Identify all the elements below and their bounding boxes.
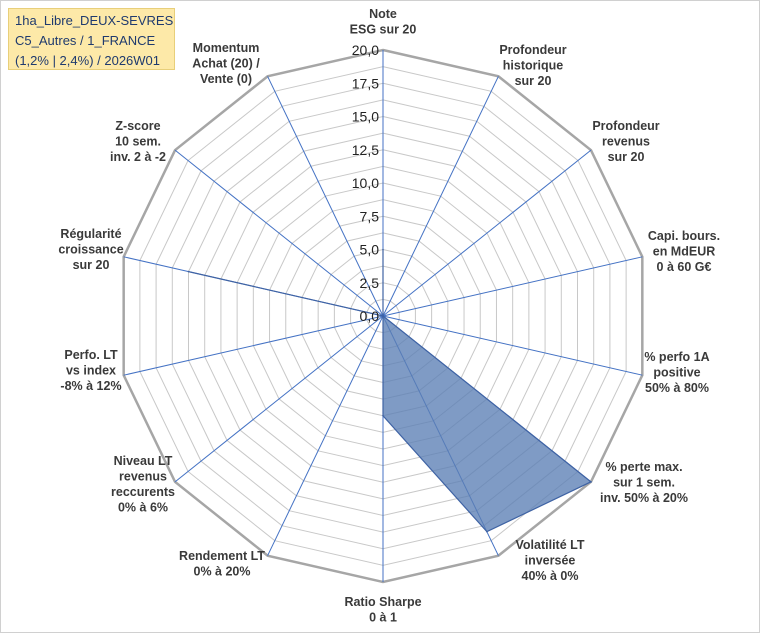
title-line-2: C5_Autres / 1_FRANCE — [15, 33, 156, 48]
axis-label-line: revenus — [119, 470, 167, 484]
axis-label-line: Vente (0) — [200, 72, 252, 86]
axis-label-line: Z-score — [115, 119, 160, 133]
tick-label: 17,5 — [352, 75, 379, 91]
axis-label-line: -8% à 12% — [60, 379, 121, 393]
axis-label-line: Régularité — [60, 227, 121, 241]
axis-label-line: inv. 2 à -2 — [110, 150, 166, 164]
tick-label: 15,0 — [352, 109, 379, 125]
axis-label: Régularité croissance sur 20 — [58, 227, 123, 272]
axis-label-line: Ratio Sharpe — [344, 595, 421, 609]
axis-label-line: 50% à 80% — [645, 381, 709, 395]
axis-label-line: Momentum — [193, 41, 260, 55]
axis-label-line: inversée — [525, 554, 576, 568]
axis-label-line: revenus — [602, 135, 650, 149]
axis-label: Momentum Achat (20) / Vente (0) — [192, 41, 260, 86]
axis-spoke — [174, 315, 384, 483]
axis-spoke — [123, 315, 384, 376]
title-line-3: (1,2% | 2,4%) / 2026W01 — [15, 53, 161, 68]
chart-title-box: 1ha_Libre_DEUX-SEVRES C5_Autres / 1_FRAN… — [8, 8, 175, 70]
axis-label-line: Achat (20) / — [192, 57, 260, 71]
axis-label-line: Capi. bours. — [648, 229, 720, 243]
series-point — [382, 414, 384, 417]
axis-label-line: sur 20 — [73, 258, 110, 272]
axis-label: Perfo. LT vs index -8% à 12% — [60, 348, 121, 393]
axis-label-line: 0 à 60 G€ — [657, 260, 712, 274]
axis-label-line: historique — [503, 59, 563, 73]
axis-label-line: reccurents — [111, 485, 175, 499]
series-point — [187, 270, 190, 273]
tick-label: 5,0 — [360, 242, 380, 258]
axis-label-line: Note — [369, 7, 397, 21]
axis-spoke — [267, 76, 384, 317]
axis-label-line: sur 1 sem. — [613, 476, 675, 490]
axis-label-line: 0% à 6% — [118, 501, 168, 515]
axis-label: Ratio Sharpe 0 à 1 — [344, 595, 421, 625]
axis-label: % perte max. sur 1 sem. inv. 50% à 20% — [600, 460, 688, 505]
axis-label-line: vs index — [66, 364, 116, 378]
axis-label-line: sur 20 — [608, 150, 645, 164]
axis-label-line: 10 sem. — [115, 135, 161, 149]
series-area — [188, 249, 593, 533]
axis-spoke — [382, 256, 643, 317]
axis-spoke — [382, 76, 499, 317]
axis-label-line: Profondeur — [592, 119, 659, 133]
series-point — [382, 248, 384, 251]
axis-label-line: Perfo. LT — [64, 348, 118, 362]
axis-label-line: % perte max. — [605, 460, 682, 474]
tick-label: 0,0 — [360, 308, 380, 324]
series-point — [486, 530, 488, 533]
axis-label: Profondeur revenus sur 20 — [592, 119, 659, 164]
tick-label: 7,5 — [360, 208, 380, 224]
axis-label-line: croissance — [58, 243, 123, 257]
axis-label-line: Profondeur — [499, 43, 566, 57]
series-point — [590, 481, 592, 483]
title-line-1: 1ha_Libre_DEUX-SEVRES — [15, 13, 174, 28]
axis-label: Niveau LT revenus reccurents 0% à 6% — [111, 454, 175, 515]
axis-label-line: positive — [653, 366, 700, 380]
axis-label: % perfo 1A positive 50% à 80% — [644, 350, 709, 395]
axis-label: Capi. bours. en MdEUR 0 à 60 G€ — [648, 229, 720, 274]
axis-label-line: 40% à 0% — [522, 569, 579, 583]
series-point — [382, 315, 384, 317]
tick-label: 12,5 — [352, 142, 379, 158]
tick-label: 10,0 — [352, 175, 379, 191]
tick-label: 2,5 — [360, 275, 380, 291]
axis-label-line: inv. 50% à 20% — [600, 491, 688, 505]
axis-spoke — [174, 149, 384, 317]
axis-label: Volatilité LT inversée 40% à 0% — [516, 538, 585, 583]
axis-label: Profondeur historique sur 20 — [499, 43, 566, 88]
axis-spoke — [382, 315, 643, 376]
axis-label: Note ESG sur 20 — [350, 7, 417, 37]
axis-label-line: 0 à 1 — [369, 611, 397, 625]
axis-label-line: Niveau LT — [114, 454, 173, 468]
axis-label-line: Rendement LT — [179, 549, 265, 563]
tick-label: 20,0 — [352, 42, 379, 58]
axis-label-line: % perfo 1A — [644, 350, 709, 364]
axis-label: Z-score 10 sem. inv. 2 à -2 — [110, 119, 166, 164]
axis-label-line: en MdEUR — [653, 245, 716, 259]
axis-label-line: ESG sur 20 — [350, 23, 417, 37]
axis-label-line: 0% à 20% — [194, 565, 251, 579]
axis-label-line: sur 20 — [515, 74, 552, 88]
axis-spoke — [382, 149, 592, 317]
axis-label: Rendement LT 0% à 20% — [179, 549, 265, 579]
axis-label-line: Volatilité LT — [516, 538, 585, 552]
axis-spoke — [267, 315, 384, 556]
